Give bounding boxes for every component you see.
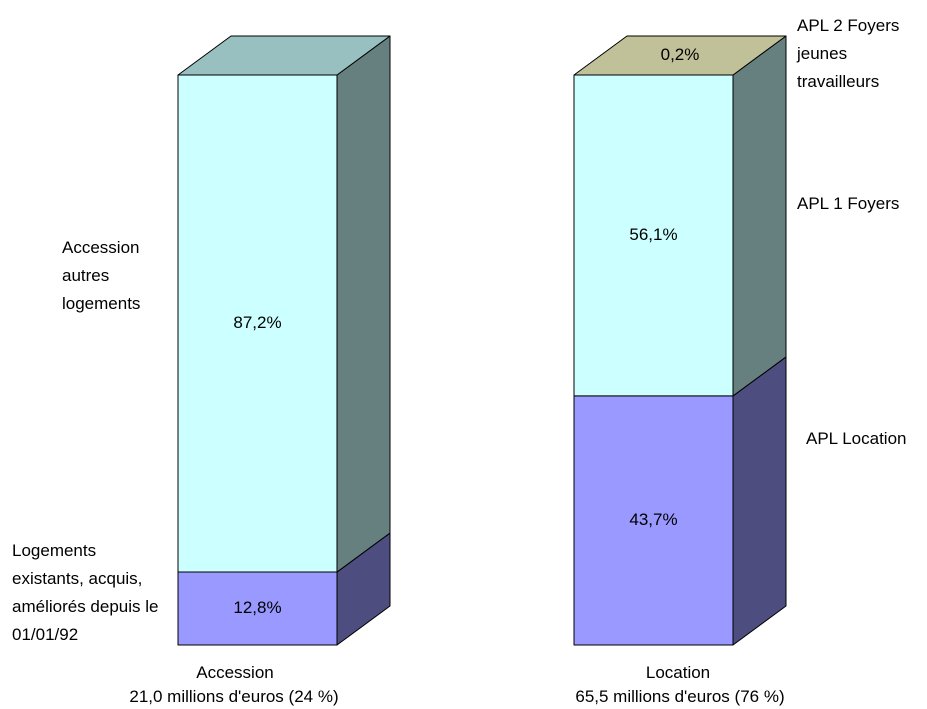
data-label-location-0-2: 0,2% [661,45,700,64]
bar-accession-top-top [177,35,391,76]
category-total-accession: 21,0 millions d'euros (24 %) [129,687,338,706]
category-total-location: 65,5 millions d'euros (76 %) [575,687,784,706]
data-label-location-56-1: 56,1% [629,225,677,244]
segment-name-accession-autres-line-3: logements [62,294,140,313]
bar-accession-87-2-side [336,35,391,573]
category-label-location: Location [646,663,710,682]
segment-name-logements-existants-line-4: 01/01/92 [12,625,78,644]
segment-name-accession-autres-line-1: Accession [62,238,139,257]
data-label-location-43-7: 43,7% [629,510,677,529]
bar-location-0-2-top [573,35,787,76]
segment-name-apl2-line-3: travailleurs [797,72,879,91]
plot-layer: 12,8% 87,2% 43,7% 56,1% 0,2% [177,35,787,646]
bar-location-43-7-side [732,356,787,646]
segment-name-logements-existants-line-1: Logements [12,541,96,560]
segment-name-logements-existants-line-3: améliorés depuis le [12,597,158,616]
segment-name-apl2-line-1: APL 2 Foyers [797,16,899,35]
segment-name-accession-autres-line-2: autres [62,266,109,285]
segment-name-apl1: APL 1 Foyers [797,194,899,213]
segment-name-logements-existants-line-2: existants, acquis, [12,569,142,588]
data-label-accession-12-8: 12,8% [233,598,281,617]
data-label-accession-87-2: 87,2% [233,313,281,332]
segment-name-apl-location: APL Location [806,429,907,448]
category-label-accession: Accession [196,663,273,682]
segment-name-apl2-line-2: jeunes [796,44,847,63]
bar-location-56-1-side [732,35,787,397]
